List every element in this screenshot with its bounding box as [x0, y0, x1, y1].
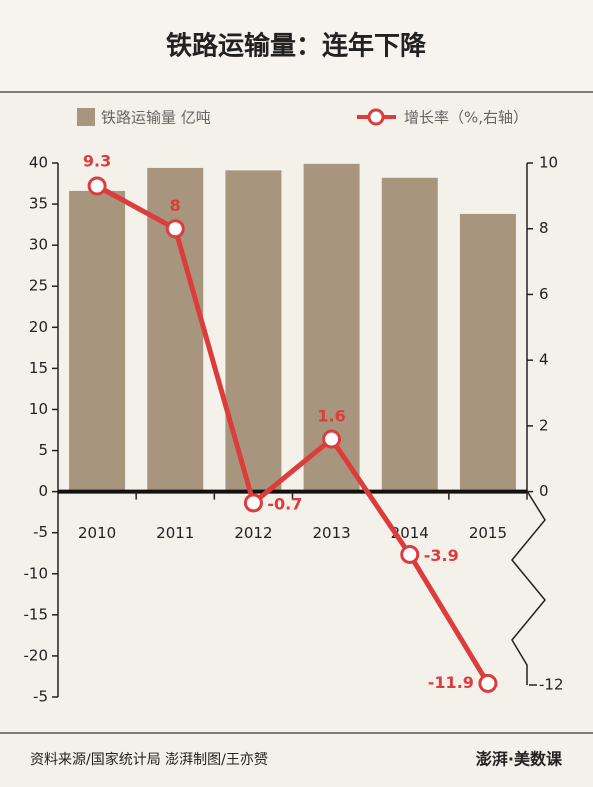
- x-tick-label: 2011: [156, 524, 194, 542]
- y2-tick-label: 6: [539, 285, 549, 303]
- y-tick-label: 0: [38, 482, 48, 500]
- data-label: 8: [170, 196, 181, 215]
- growth-point: [165, 219, 185, 239]
- y-tick-label: 10: [29, 400, 48, 418]
- y-tick-label: 40: [29, 154, 48, 172]
- chart-title: 铁路运输量：连年下降: [166, 31, 427, 62]
- legend-marker: [367, 108, 385, 126]
- y-tick-label: -5: [33, 688, 48, 706]
- growth-point: [322, 429, 342, 449]
- x-tick-label: 2010: [78, 524, 116, 542]
- y2-tick-label: 8: [539, 219, 549, 237]
- y2-tick-label: 4: [539, 351, 549, 369]
- title-band: [0, 0, 593, 90]
- x-tick-label: 2013: [312, 524, 350, 542]
- y2-axis-break: [511, 490, 546, 685]
- y-tick-label: -20: [24, 646, 49, 664]
- bar: [225, 170, 282, 492]
- data-label: -0.7: [267, 494, 302, 513]
- y2-tick-label: 2: [539, 416, 549, 434]
- y-tick-label: 5: [38, 441, 48, 459]
- growth-point: [87, 176, 107, 196]
- y2-tick-label: -12: [539, 676, 564, 694]
- source: 资料来源/国家统计局 澎湃制图/王亦赟: [30, 751, 268, 768]
- y-tick-label: -15: [24, 605, 49, 623]
- bar: [459, 213, 516, 492]
- bar: [69, 190, 126, 492]
- data-label: -11.9: [428, 673, 474, 692]
- y-tick-label: 25: [29, 277, 48, 295]
- y-tick-label: 35: [29, 195, 48, 213]
- growth-point: [243, 493, 263, 513]
- y-tick-label: 15: [29, 359, 48, 377]
- data-label: 1.6: [317, 407, 345, 426]
- y-tick-label: -5: [33, 523, 48, 541]
- x-tick-label: 2015: [469, 524, 507, 542]
- growth-line: [95, 183, 491, 685]
- growth-point: [478, 673, 498, 693]
- x-tick-label: 2012: [234, 524, 272, 542]
- legend-label: 铁路运输量 亿吨: [101, 109, 211, 127]
- data-label: 9.3: [83, 152, 111, 171]
- logo: 澎湃·美数课: [476, 750, 563, 769]
- y-tick-label: 30: [29, 236, 48, 254]
- bar: [381, 177, 438, 492]
- growth-point: [400, 544, 420, 564]
- y2-tick-label: 10: [539, 154, 558, 172]
- legend-label: 增长率（%,右轴）: [404, 109, 528, 127]
- data-label: -3.9: [424, 546, 459, 565]
- y-tick-label: -10: [24, 564, 49, 582]
- legend-swatch: [77, 108, 95, 126]
- y2-tick-label: 0: [539, 482, 549, 500]
- y-tick-label: 20: [29, 318, 48, 336]
